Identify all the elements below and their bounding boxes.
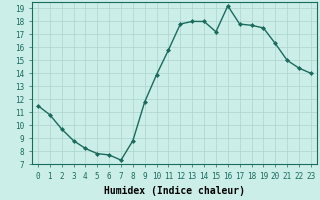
X-axis label: Humidex (Indice chaleur): Humidex (Indice chaleur) bbox=[104, 186, 245, 196]
